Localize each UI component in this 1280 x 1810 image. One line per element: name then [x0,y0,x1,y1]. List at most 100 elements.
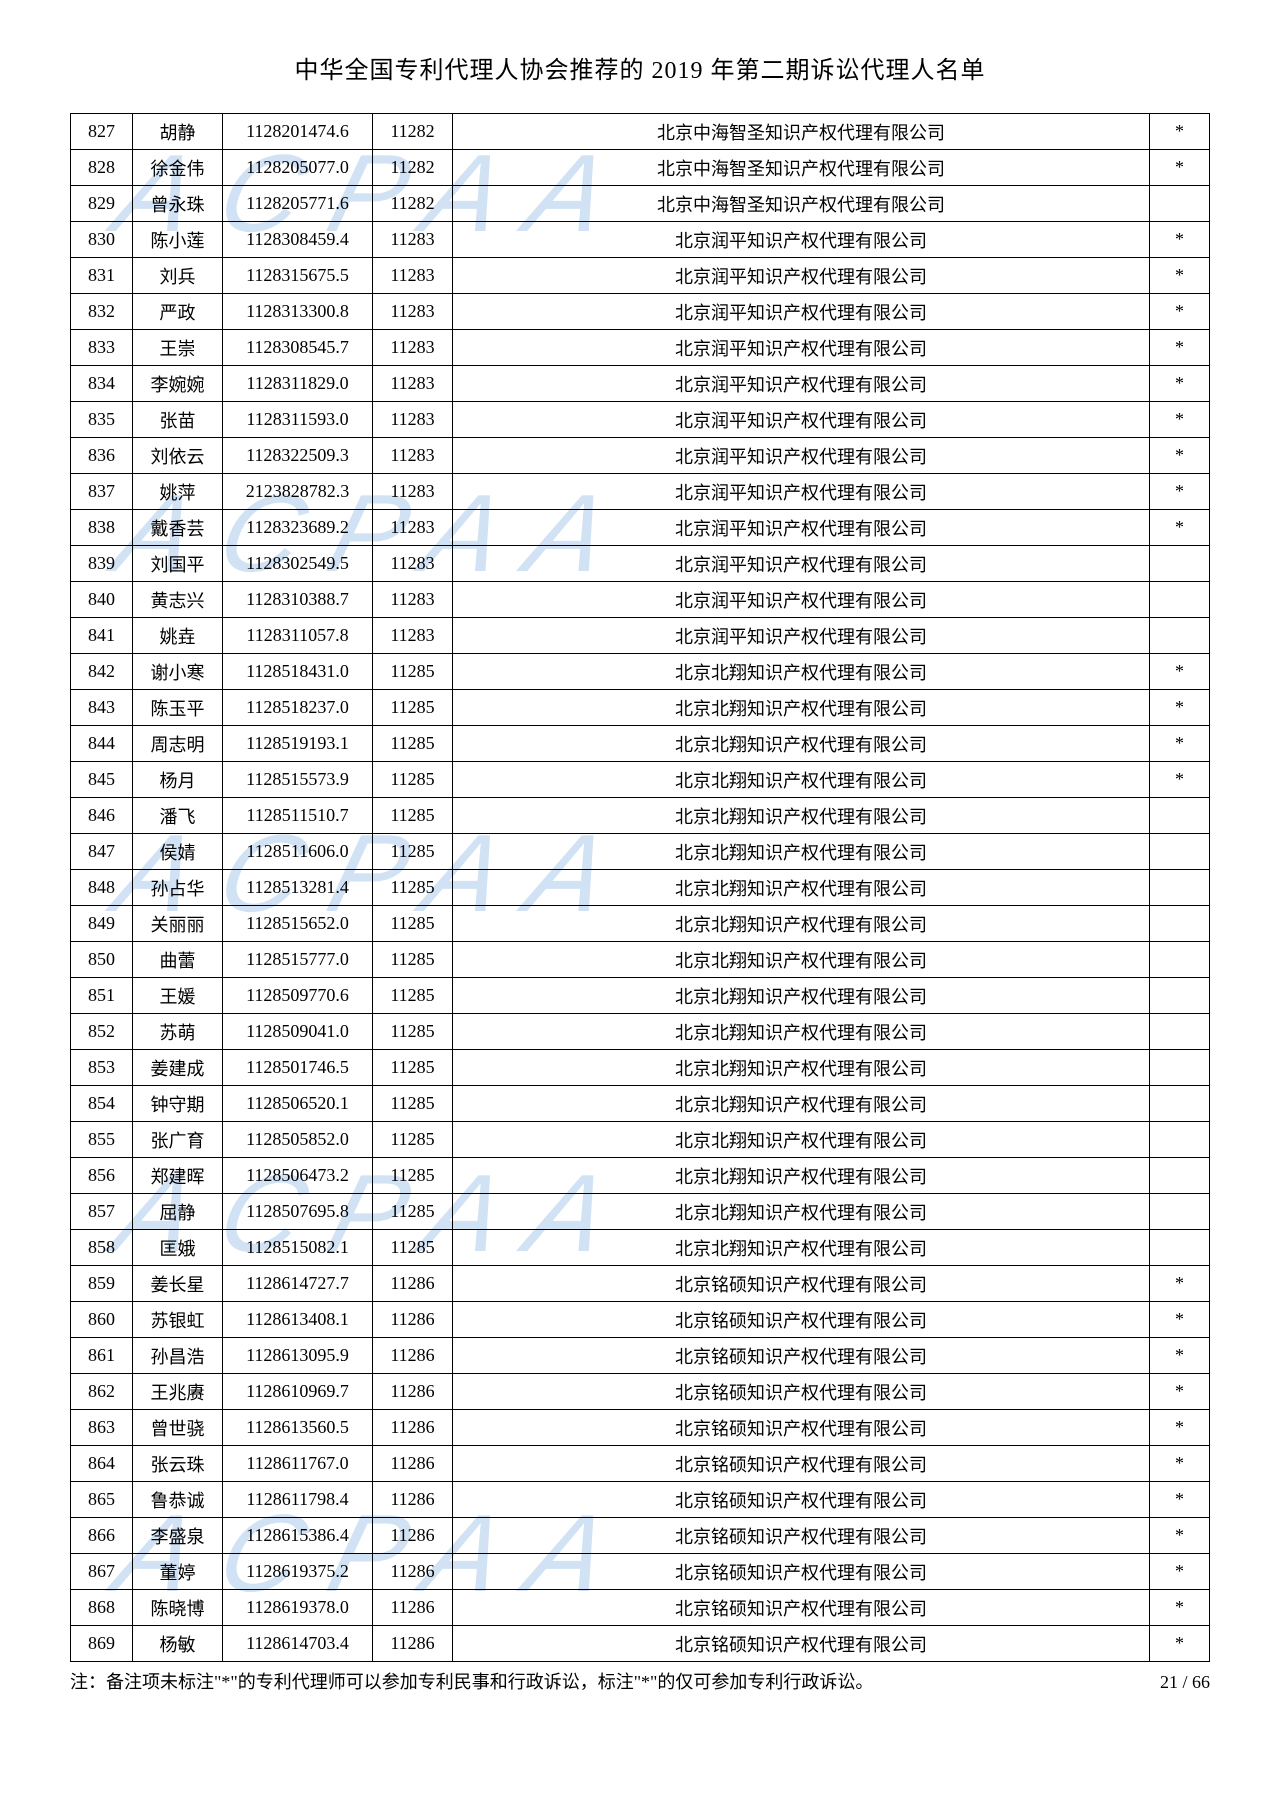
cell-org: 北京北翔知识产权代理有限公司 [453,1086,1150,1122]
table-row: 841姚垚1128311057.811283北京润平知识产权代理有限公司 [71,618,1210,654]
cell-index: 845 [71,762,133,798]
cell-name: 李盛泉 [133,1518,223,1554]
cell-index: 846 [71,798,133,834]
table-row: 857屈静1128507695.811285北京北翔知识产权代理有限公司 [71,1194,1210,1230]
table-row: 839刘国平1128302549.511283北京润平知识产权代理有限公司 [71,546,1210,582]
table-row: 837姚萍2123828782.311283北京润平知识产权代理有限公司* [71,474,1210,510]
cell-org: 北京铭硕知识产权代理有限公司 [453,1338,1150,1374]
table-row: 844周志明1128519193.111285北京北翔知识产权代理有限公司* [71,726,1210,762]
cell-index: 866 [71,1518,133,1554]
cell-index: 835 [71,402,133,438]
cell-index: 832 [71,294,133,330]
cell-name: 屈静 [133,1194,223,1230]
cell-index: 861 [71,1338,133,1374]
cell-mark [1150,618,1210,654]
table-row: 829曾永珠1128205771.611282北京中海智圣知识产权代理有限公司 [71,186,1210,222]
cell-index: 836 [71,438,133,474]
cell-mark [1150,870,1210,906]
table-row: 832严政1128313300.811283北京润平知识产权代理有限公司* [71,294,1210,330]
cell-code: 11285 [373,690,453,726]
cell-number: 1128323689.2 [223,510,373,546]
cell-org: 北京铭硕知识产权代理有限公司 [453,1554,1150,1590]
footnote: 注：备注项未标注"*"的专利代理师可以参加专利民事和行政诉讼，标注"*"的仅可参… [70,1668,1210,1697]
cell-org: 北京北翔知识产权代理有限公司 [453,1014,1150,1050]
cell-org: 北京铭硕知识产权代理有限公司 [453,1590,1150,1626]
table-row: 866李盛泉1128615386.411286北京铭硕知识产权代理有限公司* [71,1518,1210,1554]
cell-number: 1128205077.0 [223,150,373,186]
cell-index: 862 [71,1374,133,1410]
cell-code: 11283 [373,366,453,402]
cell-org: 北京铭硕知识产权代理有限公司 [453,1410,1150,1446]
cell-mark: * [1150,726,1210,762]
cell-mark: * [1150,1554,1210,1590]
cell-code: 11285 [373,1014,453,1050]
cell-org: 北京中海智圣知识产权代理有限公司 [453,186,1150,222]
cell-name: 张广育 [133,1122,223,1158]
cell-number: 1128614727.7 [223,1266,373,1302]
cell-number: 1128506473.2 [223,1158,373,1194]
cell-mark: * [1150,1626,1210,1662]
cell-org: 北京中海智圣知识产权代理有限公司 [453,114,1150,150]
cell-index: 851 [71,978,133,1014]
cell-code: 11283 [373,546,453,582]
cell-code: 11285 [373,1230,453,1266]
table-row: 849关丽丽1128515652.011285北京北翔知识产权代理有限公司 [71,906,1210,942]
cell-mark [1150,834,1210,870]
cell-mark: * [1150,1338,1210,1374]
cell-org: 北京北翔知识产权代理有限公司 [453,834,1150,870]
cell-mark: * [1150,1266,1210,1302]
cell-index: 839 [71,546,133,582]
table-row: 863曾世骁1128613560.511286北京铭硕知识产权代理有限公司* [71,1410,1210,1446]
cell-mark: * [1150,150,1210,186]
cell-number: 1128506520.1 [223,1086,373,1122]
table-row: 859姜长星1128614727.711286北京铭硕知识产权代理有限公司* [71,1266,1210,1302]
cell-code: 11286 [373,1482,453,1518]
cell-index: 833 [71,330,133,366]
table-row: 861孙昌浩1128613095.911286北京铭硕知识产权代理有限公司* [71,1338,1210,1374]
cell-org: 北京润平知识产权代理有限公司 [453,510,1150,546]
cell-mark [1150,1158,1210,1194]
cell-number: 1128509770.6 [223,978,373,1014]
cell-index: 852 [71,1014,133,1050]
cell-number: 1128515652.0 [223,906,373,942]
cell-number: 1128311057.8 [223,618,373,654]
cell-mark: * [1150,1374,1210,1410]
cell-mark [1150,1230,1210,1266]
cell-org: 北京北翔知识产权代理有限公司 [453,1194,1150,1230]
page-number: 21 / 66 [1160,1668,1210,1697]
cell-name: 苏银虹 [133,1302,223,1338]
cell-index: 853 [71,1050,133,1086]
cell-number: 1128311829.0 [223,366,373,402]
table-row: 827胡静1128201474.611282北京中海智圣知识产权代理有限公司* [71,114,1210,150]
table-row: 835张苗1128311593.011283北京润平知识产权代理有限公司* [71,402,1210,438]
cell-index: 869 [71,1626,133,1662]
cell-number: 1128619375.2 [223,1554,373,1590]
cell-number: 1128611798.4 [223,1482,373,1518]
cell-name: 周志明 [133,726,223,762]
cell-name: 刘依云 [133,438,223,474]
cell-index: 829 [71,186,133,222]
cell-index: 858 [71,1230,133,1266]
cell-number: 1128201474.6 [223,114,373,150]
cell-org: 北京铭硕知识产权代理有限公司 [453,1518,1150,1554]
cell-code: 11283 [373,258,453,294]
table-row: 854钟守期1128506520.111285北京北翔知识产权代理有限公司 [71,1086,1210,1122]
cell-mark: * [1150,438,1210,474]
cell-org: 北京中海智圣知识产权代理有限公司 [453,150,1150,186]
cell-name: 徐金伟 [133,150,223,186]
cell-index: 831 [71,258,133,294]
cell-name: 陈玉平 [133,690,223,726]
cell-mark: * [1150,330,1210,366]
cell-name: 侯婧 [133,834,223,870]
cell-code: 11283 [373,510,453,546]
cell-code: 11285 [373,1122,453,1158]
cell-number: 1128322509.3 [223,438,373,474]
cell-number: 1128515777.0 [223,942,373,978]
cell-code: 11283 [373,222,453,258]
cell-mark: * [1150,762,1210,798]
cell-mark: * [1150,1482,1210,1518]
cell-name: 关丽丽 [133,906,223,942]
page-title: 中华全国专利代理人协会推荐的 2019 年第二期诉讼代理人名单 [70,50,1210,85]
cell-index: 827 [71,114,133,150]
cell-index: 842 [71,654,133,690]
